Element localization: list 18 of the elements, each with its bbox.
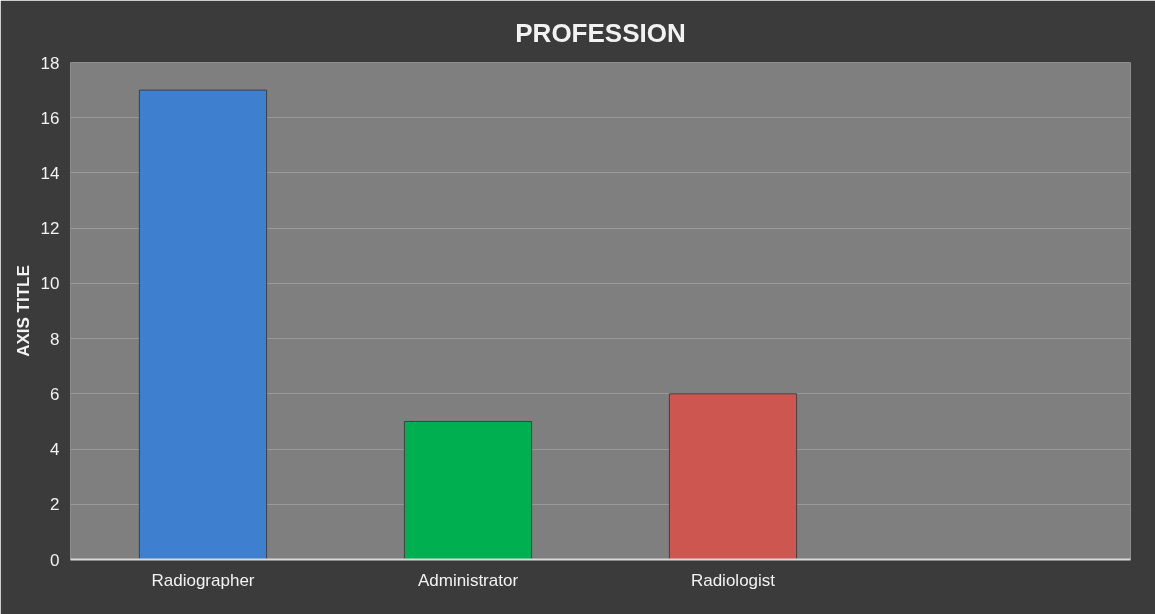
- x-tick-label: Administrator: [417, 570, 519, 590]
- y-tick-label: 8: [50, 329, 60, 349]
- bar: [138, 89, 268, 560]
- y-tick-label: 16: [40, 108, 60, 128]
- y-tick-label: 12: [40, 219, 60, 239]
- bar: [403, 420, 533, 560]
- x-tick-label: Radiologist: [690, 570, 776, 590]
- y-tick-label: 4: [50, 440, 60, 460]
- x-tick-label: Radiographer: [151, 570, 255, 590]
- y-tick-label: 2: [50, 495, 60, 515]
- chart-title: PROFESSION: [515, 17, 686, 48]
- y-tick-label: 6: [50, 384, 60, 404]
- y-tick-label: 14: [40, 163, 60, 183]
- bar: [668, 393, 798, 560]
- y-tick-label: 18: [40, 53, 60, 73]
- y-tick-label: 0: [50, 550, 60, 570]
- y-tick-label: 10: [40, 274, 60, 294]
- y-axis-title: AXIS TITLE: [13, 265, 33, 357]
